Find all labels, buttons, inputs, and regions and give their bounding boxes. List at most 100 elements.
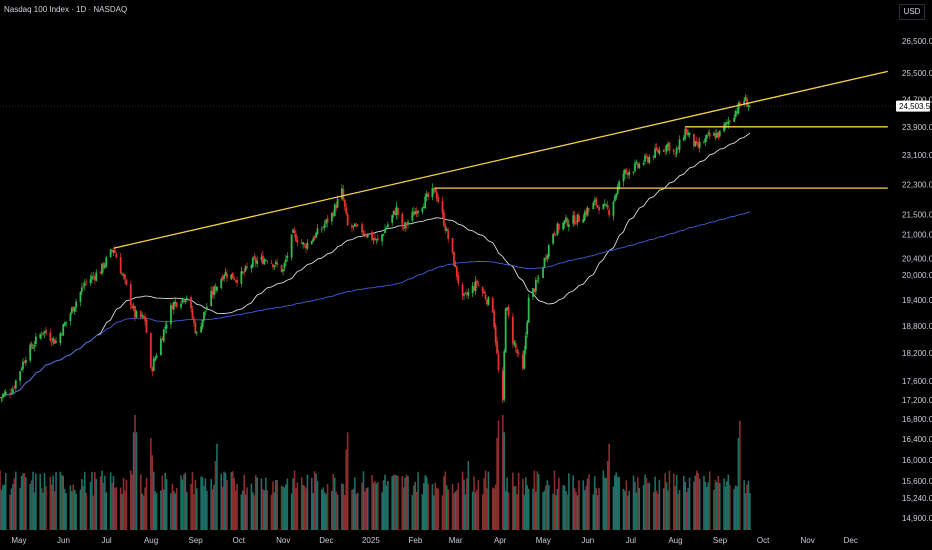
candle-body [182,299,185,302]
volume-bar [568,473,570,530]
candle-body [677,148,679,150]
candle-body [394,211,396,216]
candle-body [322,227,325,228]
candle-body [286,255,289,259]
time-axis[interactable]: May Jun Jul Aug Sep Oct Nov Dec 2025 Feb Mar Apr May… [11,536,857,545]
volume-bar [191,472,194,530]
candle-body [224,272,227,276]
candle-body [608,209,611,216]
volume-bar [397,475,399,530]
candle-body [743,100,746,105]
candle-body [665,144,668,152]
candle-body [578,215,580,222]
volume-bar [71,491,73,530]
volume-bar [392,475,395,530]
volume-bar [487,471,490,530]
candle-body [216,286,218,291]
volume-bar [514,485,517,530]
price-axis[interactable]: 26,500.00 25,500.00 24,700.00 23,900.00 23,1… [902,37,932,523]
candle-body [170,305,172,325]
volume-bar [190,483,192,530]
time-tick-label: Aug [668,536,682,545]
candle-body [181,298,184,303]
volume-bar [466,478,468,530]
candle-body [0,397,3,398]
candle-body [376,238,379,241]
volume-bar [65,493,67,530]
candle-body [293,230,296,233]
volume-bar [504,491,507,530]
volume-bar [677,493,679,530]
candle-body [425,194,428,197]
volume-bar [203,485,205,530]
candle-body [241,271,244,273]
volume-bar [421,494,424,530]
candle-body [455,266,458,277]
volume-bar [694,475,697,530]
candle-body [282,269,284,272]
volume-bar [152,471,155,530]
candle-body [386,224,389,227]
candle-body [226,273,228,278]
candle-body [253,256,256,259]
candle-body [688,132,691,135]
volume-bar [185,491,188,530]
candle-body [737,103,740,114]
candle-body [195,332,198,334]
candle-body [647,156,649,163]
volume-bar [335,491,337,530]
volume-bar [652,491,655,530]
volume-bar [675,474,678,530]
volume-bar [293,470,296,530]
volume-bar [703,475,705,530]
candle-body [129,283,132,305]
price-tick-label: 20,000.00 [902,271,932,280]
candle-body [471,285,474,294]
candle-body [668,142,671,151]
volume-bar [23,473,26,530]
candle-body [284,259,287,263]
volume-bar [433,495,435,530]
candle-body [461,284,464,296]
volume-bar [736,486,738,530]
candle-body [333,204,336,216]
volume-bar [79,489,82,530]
volume-bar [73,489,76,530]
time-tick-label: Nov [801,536,815,545]
candle-body [444,225,447,231]
candle-body [95,272,98,281]
candle-body [728,120,731,122]
volume-bar [366,487,369,530]
candle-body [628,171,631,176]
currency-selector[interactable]: USD [899,4,925,20]
candle-body [638,164,641,168]
volume-bar [221,486,224,530]
candle-body [63,323,66,326]
candle-body [213,286,215,296]
upper-trendline[interactable] [113,70,888,249]
volume-bar [417,472,419,530]
candle-body [296,240,299,243]
volume-bar [285,484,287,530]
candle-body [566,218,569,227]
volume-bar [253,495,256,530]
volume-bar [59,471,62,530]
candle-body [236,279,238,284]
volume-bar [213,484,215,530]
candle-body [305,245,307,249]
candle-body [595,198,598,206]
candle-body [134,306,136,318]
candle-body [411,211,414,221]
time-tick-label: Jul [626,536,636,545]
volume-bar [616,477,619,530]
volume-bar [493,488,495,530]
candle-body [536,279,539,281]
candle-body [204,310,207,312]
volume-bar [404,477,406,530]
candle-body [270,263,273,264]
candle-body [507,306,510,316]
volume-bar [543,490,546,530]
candle-body [392,210,395,215]
volume-bar [55,472,57,530]
